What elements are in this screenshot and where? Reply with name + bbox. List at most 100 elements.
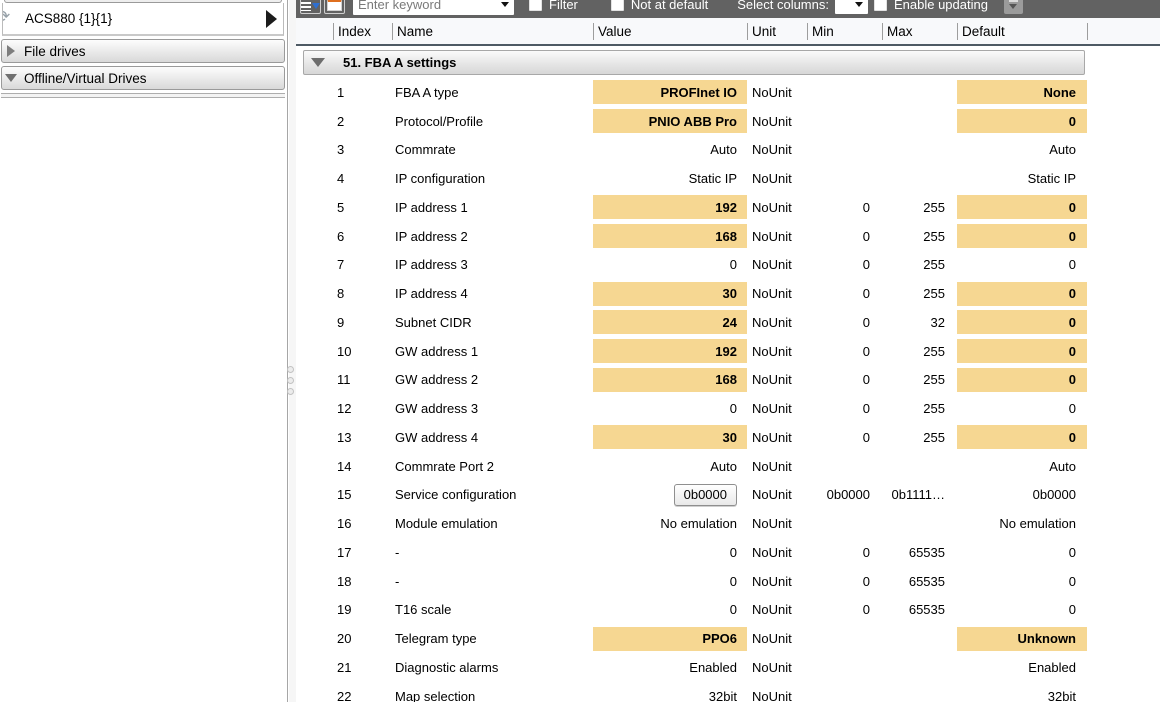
cell-value[interactable]: 0 [729, 401, 737, 417]
column-header-index[interactable]: Index [333, 18, 392, 44]
cell-index: 3 [337, 142, 345, 158]
table-row[interactable]: 2 Protocol/Profile PNIO ABB Pro NoUnit 0 [296, 106, 1160, 136]
column-header-max[interactable]: Max [882, 18, 957, 44]
table-row[interactable]: 19 T16 scale 0 NoUnit 0 65535 0 [296, 596, 1160, 625]
row-end-spacer [1087, 193, 1160, 222]
sidebar: ⟳ ACS880 {1}{1} File drives Offline/Virt… [0, 0, 288, 702]
table-row[interactable]: 8 IP address 4 30 NoUnit 0 255 0 [296, 279, 1160, 308]
table-row[interactable]: 17 - 0 NoUnit 0 65535 0 [296, 538, 1160, 567]
column-header-unit[interactable]: Unit [747, 18, 807, 44]
combo-arrow-icon[interactable] [501, 2, 509, 7]
cell-min [807, 164, 882, 193]
cell-value[interactable]: 32bit [708, 688, 737, 702]
table-row[interactable]: 21 Diagnostic alarms Enabled NoUnit Enab… [296, 653, 1160, 682]
column-header-value[interactable]: Value [593, 18, 747, 44]
enable-updating-checkbox[interactable] [873, 0, 887, 11]
table-row[interactable]: 11 GW address 2 168 NoUnit 0 255 0 [296, 365, 1160, 395]
sidebar-item-drive[interactable]: ⟳ ACS880 {1}{1} [3, 3, 283, 34]
toolbar: Enter keyword Filter Not at default Sele… [296, 0, 1160, 18]
parameter-pane: Enter keyword Filter Not at default Sele… [296, 0, 1160, 702]
cell-max [882, 653, 957, 682]
cell-name: IP address 4 [395, 286, 468, 302]
cell-value[interactable]: 168 [593, 365, 747, 395]
cell-value[interactable]: Enabled [689, 659, 737, 675]
table-row[interactable]: 6 IP address 2 168 NoUnit 0 255 0 [296, 221, 1160, 251]
cell-value[interactable]: 0 [729, 257, 737, 273]
table-row[interactable]: 10 GW address 1 192 NoUnit 0 255 0 [296, 336, 1160, 366]
row-end-spacer [1087, 481, 1160, 510]
cell-value[interactable]: 168 [593, 221, 747, 251]
cell-value[interactable]: PROFInet IO [593, 78, 747, 107]
table-row[interactable]: 7 IP address 3 0 NoUnit 0 255 0 [296, 251, 1160, 280]
filter-checkbox[interactable] [529, 0, 542, 11]
cell-value[interactable]: No emulation [660, 516, 737, 532]
sidebar-section-file-drives[interactable]: File drives [1, 39, 285, 63]
table-row[interactable]: 20 Telegram type PPO6 NoUnit Unknown [296, 624, 1160, 653]
table-row[interactable]: 22 Map selection 32bit NoUnit 32bit [296, 682, 1160, 702]
cell-max [882, 624, 957, 653]
cell-value[interactable]: 24 [593, 308, 747, 337]
column-header-default[interactable]: Default [957, 18, 1087, 44]
select-columns-dropdown[interactable] [834, 0, 868, 14]
table-row[interactable]: 5 IP address 1 192 NoUnit 0 255 0 [296, 193, 1160, 222]
cell-value[interactable]: Static IP [688, 171, 737, 187]
table-row[interactable]: 4 IP configuration Static IP NoUnit Stat… [296, 164, 1160, 193]
window-panel-icon[interactable] [324, 0, 345, 14]
cell-value[interactable]: 0 [729, 544, 737, 560]
combo-arrow-icon[interactable] [854, 2, 863, 7]
updown-spinner-icon[interactable] [1003, 0, 1023, 14]
table-row[interactable]: 1 FBA A type PROFInet IO NoUnit None [296, 78, 1160, 107]
column-header-min[interactable]: Min [807, 18, 882, 44]
cell-value[interactable]: PNIO ABB Pro [593, 106, 747, 136]
cell-min: 0 [862, 257, 870, 273]
group-collapse-icon[interactable] [311, 58, 325, 67]
row-end-spacer [1087, 509, 1160, 538]
table-row[interactable]: 3 Commrate Auto NoUnit Auto [296, 136, 1160, 165]
table-row[interactable]: 16 Module emulation No emulation NoUnit … [296, 509, 1160, 538]
splitter-grip[interactable] [287, 366, 294, 395]
column-header-name[interactable]: Name [392, 18, 593, 44]
cell-value[interactable]: 192 [593, 336, 747, 366]
table-row[interactable]: 9 Subnet CIDR 24 NoUnit 0 32 0 [296, 308, 1160, 337]
keyword-combobox[interactable]: Enter keyword [353, 0, 514, 15]
cell-value[interactable]: 30 [593, 279, 747, 308]
chevron-right-icon [7, 45, 15, 57]
cell-index: 10 [337, 343, 352, 359]
table-row[interactable]: 18 - 0 NoUnit 0 65535 0 [296, 567, 1160, 596]
table-row[interactable]: 12 GW address 3 0 NoUnit 0 255 0 [296, 394, 1160, 423]
row-gutter [296, 624, 333, 653]
row-gutter [296, 251, 333, 280]
cell-value[interactable]: Auto [710, 458, 737, 474]
row-end-spacer [1087, 394, 1160, 423]
cell-value[interactable]: 0 [729, 573, 737, 589]
table-row[interactable]: 13 GW address 4 30 NoUnit 0 255 0 [296, 423, 1160, 452]
cell-index: 9 [337, 314, 345, 330]
row-end-spacer [1087, 682, 1160, 702]
row-gutter [296, 193, 333, 222]
cell-index: 8 [337, 286, 345, 302]
cell-value[interactable]: 192 [593, 193, 747, 222]
sidebar-section-offline-virtual-drives[interactable]: Offline/Virtual Drives [1, 66, 285, 90]
not-at-default-checkbox[interactable] [610, 0, 624, 11]
cell-value[interactable]: 0b0000 [593, 481, 747, 510]
table-row[interactable]: 15 Service configuration 0b0000 NoUnit 0… [296, 481, 1160, 510]
table-row[interactable]: 14 Commrate Port 2 Auto NoUnit Auto [296, 452, 1160, 481]
cell-max [882, 136, 957, 165]
sidebar-splitter[interactable] [287, 0, 296, 702]
cell-default: 0 [957, 336, 1087, 366]
expand-right-icon[interactable] [266, 9, 277, 28]
cell-value[interactable]: Auto [710, 142, 737, 158]
cell-value[interactable]: 30 [593, 423, 747, 452]
cell-min [807, 624, 882, 653]
parameter-group-row[interactable]: 51. FBA A settings [303, 50, 1085, 75]
row-gutter [296, 567, 333, 596]
cell-max: 65535 [908, 602, 945, 618]
sidebar-top-panel-edge [4, 0, 282, 3]
cell-name: IP address 2 [395, 228, 468, 244]
cell-value[interactable]: 0 [729, 602, 737, 618]
sort-list-icon[interactable] [300, 0, 321, 14]
cell-name: GW address 2 [395, 372, 479, 388]
row-gutter [296, 653, 333, 682]
cell-min: 0b0000 [826, 487, 870, 503]
cell-value[interactable]: PPO6 [593, 624, 747, 653]
